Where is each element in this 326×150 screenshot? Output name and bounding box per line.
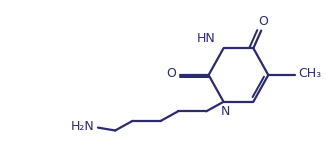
Text: CH₃: CH₃	[298, 67, 321, 80]
Text: HN: HN	[197, 32, 216, 45]
Text: N: N	[220, 105, 230, 118]
Text: O: O	[166, 67, 176, 80]
Text: H₂N: H₂N	[71, 120, 95, 133]
Text: O: O	[258, 15, 268, 28]
